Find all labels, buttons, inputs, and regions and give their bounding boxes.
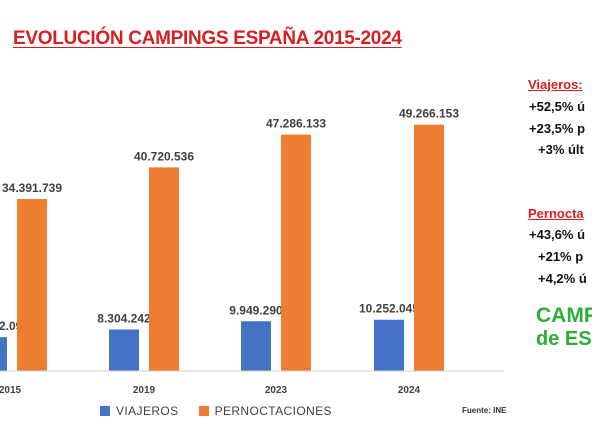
brand-logo-line-1: CAMP [536, 304, 592, 327]
x-tick-label-2019: 2019 [133, 385, 156, 396]
pernoctaciones-line-2: +21% p [538, 249, 584, 264]
chart-title: EVOLUCIÓN CAMPINGS ESPAÑA 2015-2024 [13, 28, 402, 49]
bar-label-pernoctaciones-2024: 49.266.153 [399, 107, 459, 121]
legend-label-viajeros: VIAJEROS [116, 404, 179, 418]
brand-logo-line-2: de ES [536, 328, 592, 350]
legend-label-pernoctaciones: PERNOCTACIONES [214, 404, 332, 418]
viajeros-heading: Viajeros: [528, 77, 583, 92]
viajeros-line-1: +52,5% ú [529, 99, 586, 114]
bar-viajeros-2019 [109, 329, 139, 371]
legend-item-pernoctaciones: PERNOCTACIONES [198, 404, 332, 418]
bar-label-viajeros-2019: 8.304.242 [97, 311, 151, 325]
bar-label-pernoctaciones-2015: 34.391.739 [2, 181, 62, 195]
bar-pernoctaciones-2023 [281, 134, 311, 371]
bar-label-viajeros-2024: 10.252.045 [359, 302, 419, 316]
legend-swatch-viajeros [100, 406, 110, 416]
bar-pernoctaciones-2015 [17, 199, 47, 371]
source-note: Fuente: INE [462, 406, 507, 415]
x-tick-label-2023: 2023 [265, 385, 288, 396]
x-tick-label-2015: 2015 [0, 385, 22, 396]
viajeros-line-2: +23,5% p [529, 121, 586, 136]
bar-pernoctaciones-2019 [149, 167, 179, 371]
bar-chart: 2.09234.391.7398.304.24240.720.5369.949.… [0, 107, 504, 396]
legend: VIAJEROS PERNOCTACIONES [100, 404, 352, 418]
bar-label-pernoctaciones-2019: 40.720.536 [134, 149, 194, 163]
side-panel: Viajeros: +52,5% ú +23,5% p +3% últ Pern… [528, 72, 592, 352]
bar-viajeros-2024 [374, 319, 404, 371]
bar-label-viajeros-2023: 9.949.290 [229, 303, 283, 317]
bar-label-pernoctaciones-2023: 47.286.133 [266, 117, 326, 131]
bar-viajeros-2015 [0, 337, 7, 371]
pernoctaciones-line-1: +43,6% ú [529, 227, 586, 242]
x-tick-label-2024: 2024 [398, 385, 421, 396]
legend-item-viajeros: VIAJEROS [100, 404, 179, 418]
bar-pernoctaciones-2024 [414, 124, 444, 371]
viajeros-line-3: +3% últ [538, 142, 584, 157]
bar-viajeros-2023 [241, 321, 271, 371]
pernoctaciones-line-3: +4,2% ú [538, 271, 587, 286]
pernoctaciones-heading: Pernocta [528, 206, 584, 221]
legend-swatch-pernoctaciones [198, 406, 209, 416]
